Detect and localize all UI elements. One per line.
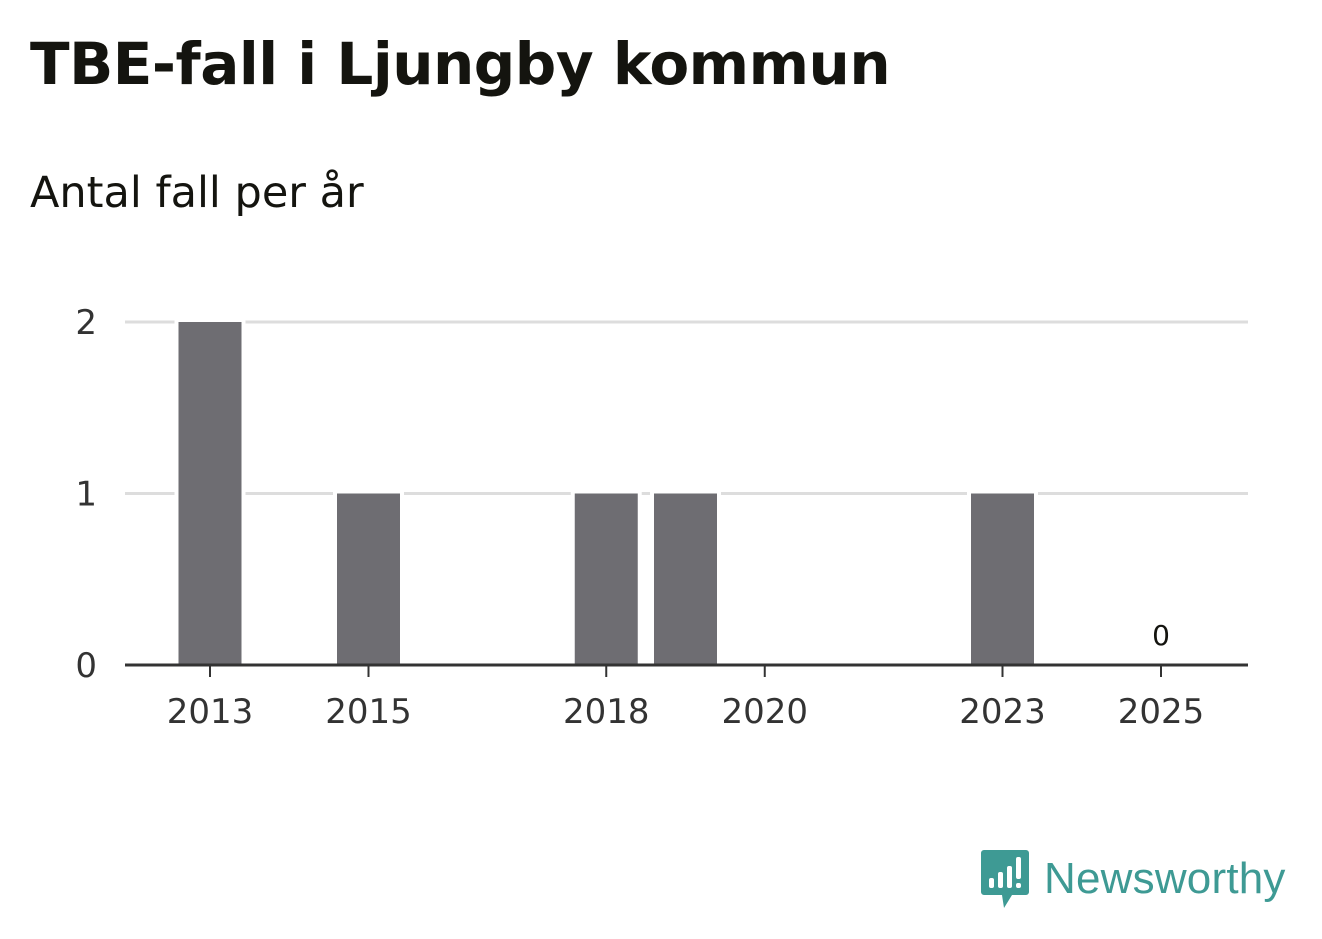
bar-2015[interactable] bbox=[337, 493, 400, 666]
x-tick-label-2015: 2015 bbox=[325, 692, 412, 732]
bar-chart: 0 1 2 2013 2015 2018 2020 2023 2025 0 bbox=[75, 303, 1248, 732]
brand-name: Newsworthy bbox=[1044, 854, 1286, 903]
x-tick-label-2013: 2013 bbox=[167, 692, 254, 732]
bar-2023[interactable] bbox=[971, 493, 1034, 666]
bar-2018[interactable] bbox=[574, 493, 638, 666]
y-tick-label-2: 2 bbox=[75, 303, 97, 343]
data-label-2025: 0 bbox=[1152, 619, 1170, 652]
x-tick-label-2018: 2018 bbox=[563, 692, 650, 732]
chart-title: TBE-fall i Ljungby kommun bbox=[30, 30, 891, 98]
x-tick-label-2020: 2020 bbox=[721, 692, 808, 732]
y-tick-label-0: 0 bbox=[75, 646, 97, 686]
bar-2013[interactable] bbox=[178, 322, 242, 665]
x-tick-label-2023: 2023 bbox=[959, 692, 1046, 732]
chart-subtitle: Antal fall per år bbox=[30, 168, 364, 218]
newsworthy-chart-bubble-icon bbox=[981, 850, 1029, 908]
newsworthy-logo[interactable]: Newsworthy bbox=[980, 848, 1286, 910]
y-tick-label-1: 1 bbox=[75, 475, 97, 515]
bar-2019[interactable] bbox=[654, 493, 717, 666]
x-tick-label-2025: 2025 bbox=[1118, 692, 1205, 732]
